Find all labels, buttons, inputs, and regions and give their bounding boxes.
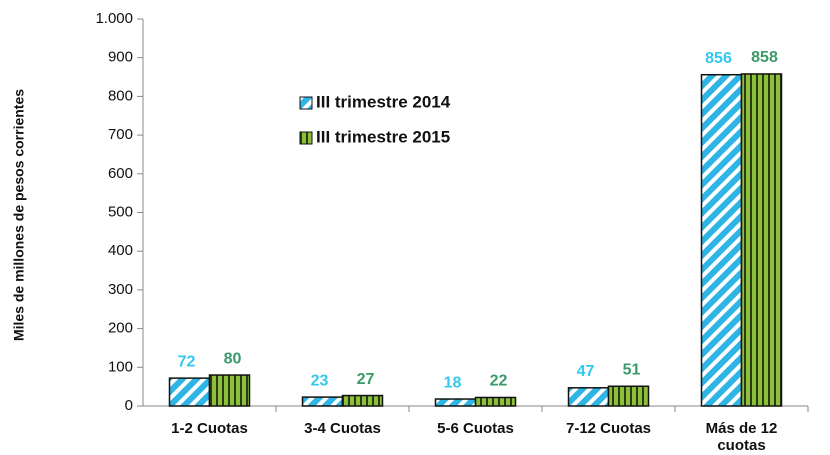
data-label: 80 (224, 350, 242, 367)
y-tick-label: 600 (108, 165, 133, 182)
y-tick-label: 400 (108, 242, 133, 259)
x-tick-label: 5-6 Cuotas (437, 420, 514, 437)
bar (700, 73, 743, 407)
x-tick-label: Más de 12 cuotas (705, 420, 778, 454)
bar (168, 377, 211, 407)
bar (301, 396, 344, 407)
y-tick-label: 300 (108, 281, 133, 298)
x-tick-label: 7-12 Cuotas (565, 420, 652, 437)
y-axis-label: Miles de millones de pesos corrientes (11, 89, 27, 341)
x-tick-label: 3-4 Cuotas (304, 420, 381, 437)
y-tick-label: 200 (108, 320, 133, 337)
y-tick-label: 1.000 (95, 10, 133, 27)
data-label: 18 (444, 374, 462, 391)
x-tick-label: 1-2 Cuotas (171, 420, 248, 437)
y-tick-label: 100 (108, 358, 133, 375)
bar (474, 396, 517, 407)
legend-label: III trimestre 2014 (316, 92, 451, 111)
data-label: 858 (751, 49, 778, 66)
y-tick-label: 900 (108, 49, 133, 66)
y-tick-label: 700 (108, 126, 133, 143)
legend-swatch (299, 131, 313, 145)
data-label: 47 (577, 363, 595, 380)
y-tick-label: 500 (108, 203, 133, 220)
data-label: 22 (490, 373, 508, 390)
data-label: 51 (623, 361, 641, 378)
data-label: 27 (357, 371, 375, 388)
bar (341, 394, 384, 407)
bar (208, 374, 251, 407)
data-label: 23 (311, 372, 329, 389)
bar (607, 385, 650, 407)
legend-swatch (299, 96, 313, 110)
bar (567, 387, 610, 407)
legend-label: III trimestre 2015 (316, 127, 450, 146)
bar (740, 73, 783, 407)
data-label: 72 (178, 353, 196, 370)
y-tick-label: 0 (125, 397, 133, 414)
y-tick-label: 800 (108, 87, 133, 104)
bar (434, 398, 477, 407)
data-label: 856 (705, 50, 732, 67)
